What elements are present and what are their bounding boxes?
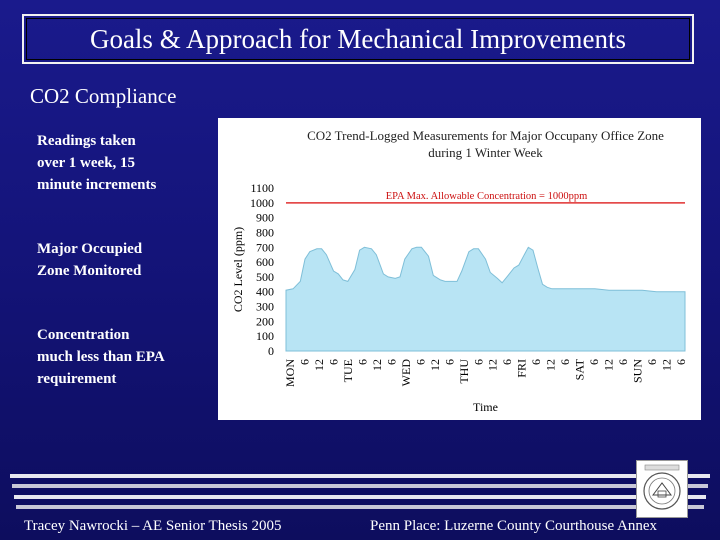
chart-title-line: CO2 Trend-Logged Measurements for Major … bbox=[307, 128, 664, 143]
bullet-line: requirement bbox=[37, 371, 117, 387]
bullet-line: over 1 week, 15 bbox=[37, 155, 136, 171]
co2-chart-panel: EPA Max. Allowable Concentration = 1000p… bbox=[218, 118, 701, 420]
y-tick-label: 700 bbox=[256, 240, 274, 254]
y-tick-label: 1000 bbox=[250, 196, 274, 210]
y-tick-label: 0 bbox=[268, 344, 274, 358]
y-tick-label: 500 bbox=[256, 270, 274, 284]
x-tick-label: FRI bbox=[515, 359, 529, 378]
x-axis-label: Time bbox=[473, 400, 498, 414]
bullet-line: minute increments bbox=[37, 177, 157, 193]
courthouse-seal-icon bbox=[636, 460, 688, 518]
y-tick-label: 900 bbox=[256, 211, 274, 225]
bullet-line: Readings taken bbox=[37, 133, 136, 149]
x-tick-label: 6 bbox=[587, 359, 601, 365]
x-tick-label: 6 bbox=[645, 359, 659, 365]
y-tick-label: 800 bbox=[256, 225, 274, 239]
footer-project: Penn Place: Luzerne County Courthouse An… bbox=[370, 518, 658, 534]
bullet-line: much less than EPA bbox=[37, 349, 165, 365]
x-tick-label: 12 bbox=[312, 359, 326, 371]
x-tick-label: 6 bbox=[529, 359, 543, 365]
co2-chart: EPA Max. Allowable Concentration = 1000p… bbox=[231, 128, 688, 414]
x-tick-label: 6 bbox=[326, 359, 340, 365]
x-tick-label: 6 bbox=[298, 359, 312, 365]
x-tick-label: 6 bbox=[500, 359, 514, 365]
bullet-zone: Major Occupied Zone Monitored bbox=[37, 238, 142, 282]
x-tick-label: 6 bbox=[558, 359, 572, 365]
co2-area-series bbox=[285, 246, 686, 352]
footer-stripe bbox=[14, 495, 706, 499]
x-tick-label: WED bbox=[399, 359, 413, 387]
y-tick-label: 400 bbox=[256, 285, 274, 299]
x-tick-label: 12 bbox=[428, 359, 442, 371]
y-tick-label: 600 bbox=[256, 255, 274, 269]
x-tick-label: 6 bbox=[413, 359, 427, 365]
bullet-readings: Readings taken over 1 week, 15 minute in… bbox=[37, 130, 156, 196]
footer-author: Tracey Nawrocki – AE Senior Thesis 2005 bbox=[24, 518, 282, 534]
x-tick-label: 6 bbox=[442, 359, 456, 365]
footer-stripe bbox=[16, 505, 704, 509]
x-tick-label: SUN bbox=[631, 359, 645, 383]
epa-limit-label: EPA Max. Allowable Concentration = 1000p… bbox=[386, 191, 588, 202]
y-tick-label: 1100 bbox=[250, 181, 274, 195]
x-tick-label: 12 bbox=[660, 359, 674, 371]
y-tick-label: 200 bbox=[256, 314, 274, 328]
x-tick-label: MON bbox=[283, 359, 297, 387]
bullet-line: Major Occupied bbox=[37, 241, 143, 257]
x-tick-label: TUE bbox=[341, 359, 355, 382]
x-tick-label: 12 bbox=[544, 359, 558, 371]
x-tick-label: THU bbox=[457, 359, 471, 384]
x-tick-label: 6 bbox=[674, 359, 688, 365]
bullet-concentration: Concentration much less than EPA require… bbox=[37, 324, 165, 390]
slide-subtitle: CO2 Compliance bbox=[30, 84, 177, 108]
y-tick-label: 300 bbox=[256, 300, 274, 314]
x-tick-label: 6 bbox=[471, 359, 485, 365]
x-tick-label: 6 bbox=[384, 359, 398, 365]
x-tick-label: 6 bbox=[355, 359, 369, 365]
bullet-line: Concentration bbox=[37, 327, 130, 343]
y-tick-label: 100 bbox=[256, 329, 274, 343]
x-tick-label: 12 bbox=[602, 359, 616, 371]
footer-stripe bbox=[12, 484, 708, 488]
x-tick-label: 12 bbox=[486, 359, 500, 371]
slide-title: Goals & Approach for Mechanical Improvem… bbox=[22, 14, 694, 64]
footer-stripes bbox=[10, 474, 710, 509]
x-tick-label: 6 bbox=[616, 359, 630, 365]
x-tick-label: SAT bbox=[573, 358, 587, 380]
footer-stripe bbox=[10, 474, 710, 478]
y-axis-label: CO2 Level (ppm) bbox=[231, 227, 245, 312]
bullet-line: Zone Monitored bbox=[37, 263, 142, 279]
x-tick-label: 12 bbox=[370, 359, 384, 371]
chart-title-line: during 1 Winter Week bbox=[428, 145, 543, 160]
